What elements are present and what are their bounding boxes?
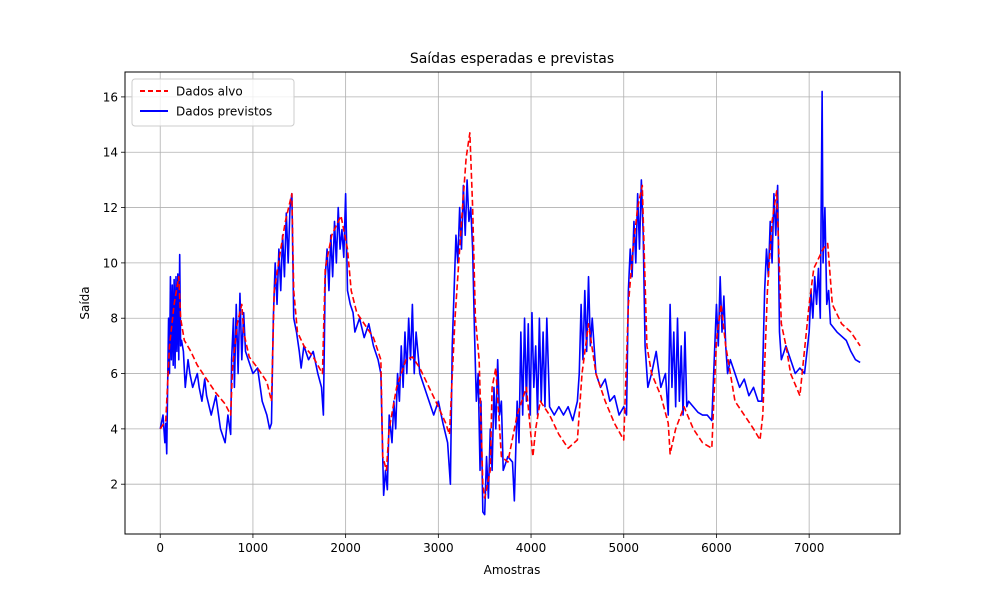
x-axis-title: Amostras [484, 563, 541, 577]
y-axis: 2 4 6 8 10 12 14 16 [103, 90, 125, 492]
chart-title: Saídas esperadas e previstas [410, 51, 614, 67]
grid-lines [125, 72, 900, 534]
x-tick-label: 3000 [423, 541, 454, 555]
series-line-target [159, 132, 861, 499]
x-tick-label: 2000 [330, 541, 361, 555]
x-tick-label: 0 [156, 541, 164, 555]
y-tick-label: 12 [103, 201, 118, 215]
y-tick-label: 14 [103, 146, 118, 160]
x-tick-label: 5000 [608, 541, 639, 555]
x-tick-label: 7000 [794, 541, 825, 555]
y-tick-label: 16 [103, 90, 118, 104]
series-layer [159, 90, 861, 516]
legend-label-target: Dados alvo [176, 85, 243, 99]
x-tick-label: 4000 [516, 541, 547, 555]
y-tick-label: 6 [110, 367, 118, 381]
legend: Dados alvo Dados previstos [131, 78, 295, 127]
legend-box [131, 78, 295, 127]
legend-label-predicted: Dados previstos [176, 105, 272, 119]
y-tick-label: 4 [110, 422, 118, 436]
y-tick-label: 2 [110, 478, 118, 492]
series-line-predicted [159, 90, 861, 516]
y-tick-label: 10 [103, 256, 118, 270]
plot-frame [124, 71, 901, 535]
y-tick-label: 8 [110, 312, 118, 326]
x-axis: 0 1000 2000 3000 4000 5000 6000 7000 [156, 534, 824, 555]
x-tick-label: 1000 [238, 541, 269, 555]
y-axis-title: Saída [78, 286, 92, 319]
x-tick-label: 6000 [701, 541, 732, 555]
